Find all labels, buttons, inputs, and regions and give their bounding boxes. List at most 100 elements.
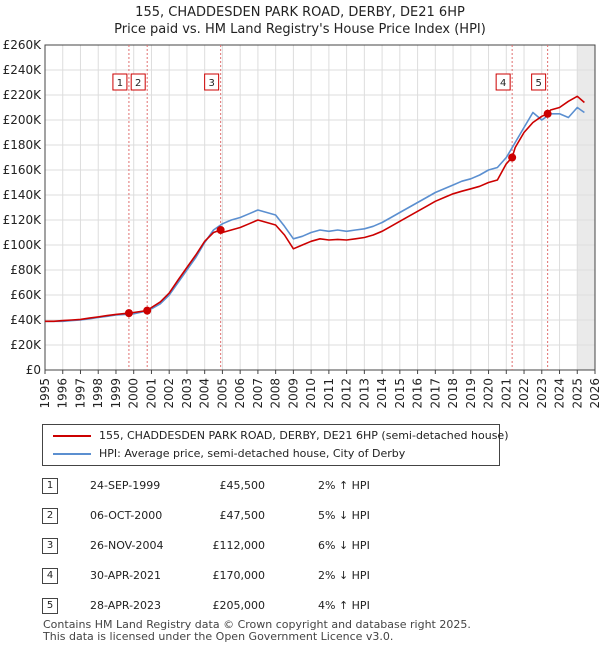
sale-price: £205,000 bbox=[212, 599, 266, 612]
y-tick-label: £120K bbox=[3, 213, 43, 227]
x-tick-label: 2002 bbox=[162, 378, 176, 409]
x-tick-label: 1999 bbox=[109, 378, 123, 409]
sale-row: 3 26-NOV-2004 £112,000 6% ↓ HPI bbox=[0, 535, 600, 557]
sale-row: 2 06-OCT-2000 £47,500 5% ↓ HPI bbox=[0, 505, 600, 527]
y-tick-label: £160K bbox=[3, 163, 43, 177]
x-tick-label: 2011 bbox=[322, 378, 336, 409]
sale-point bbox=[216, 226, 225, 234]
sale-price: £170,000 bbox=[212, 569, 266, 582]
sale-hpi-diff: 6% ↓ HPI bbox=[318, 539, 370, 552]
sale-price: £45,500 bbox=[219, 479, 266, 492]
sale-number: 4 bbox=[42, 568, 58, 584]
x-tick-label: 2000 bbox=[127, 378, 141, 409]
sale-number: 5 bbox=[42, 598, 58, 614]
sale-date: 24-SEP-1999 bbox=[90, 479, 161, 492]
sale-number: 3 bbox=[42, 538, 58, 554]
y-tick-label: £60K bbox=[10, 288, 42, 302]
chart-title: 155, CHADDESDEN PARK ROAD, DERBY, DE21 6… bbox=[135, 5, 465, 20]
y-tick-label: £100K bbox=[3, 238, 43, 252]
sale-date: 30-APR-2021 bbox=[90, 569, 162, 582]
x-tick-label: 2024 bbox=[553, 378, 567, 409]
plot-frame bbox=[44, 44, 596, 371]
legend-swatch-hpi bbox=[53, 453, 91, 455]
y-tick-label: £20K bbox=[10, 338, 42, 352]
sale-marker-number: 2 bbox=[135, 78, 141, 89]
legend-swatch-property bbox=[53, 435, 91, 437]
sale-price: £47,500 bbox=[219, 509, 266, 522]
sale-row: 4 30-APR-2021 £170,000 2% ↓ HPI bbox=[0, 565, 600, 587]
sale-hpi-diff: 2% ↑ HPI bbox=[318, 479, 370, 492]
x-tick-label: 2023 bbox=[535, 378, 549, 409]
hpi-line bbox=[45, 106, 585, 323]
x-tick-label: 2010 bbox=[304, 378, 318, 409]
x-tick-label: 1995 bbox=[38, 378, 52, 409]
sale-number: 2 bbox=[42, 508, 58, 524]
sale-hpi-diff: 4% ↑ HPI bbox=[318, 599, 370, 612]
y-tick-label: £260K bbox=[3, 38, 43, 52]
sale-marker-box bbox=[130, 73, 146, 91]
footer-licence: This data is licensed under the Open Gov… bbox=[43, 630, 394, 643]
sale-date: 06-OCT-2000 bbox=[90, 509, 163, 522]
x-tick-label: 1996 bbox=[56, 378, 70, 409]
x-tick-label: 1997 bbox=[73, 378, 87, 409]
y-tick-label: £40K bbox=[10, 313, 42, 327]
x-tick-label: 1998 bbox=[91, 378, 105, 409]
x-tick-label: 2018 bbox=[446, 378, 460, 409]
legend-label-property: 155, CHADDESDEN PARK ROAD, DERBY, DE21 6… bbox=[99, 429, 509, 442]
y-tick-label: £200K bbox=[3, 113, 43, 127]
legend-item-hpi: HPI: Average price, semi-detached house,… bbox=[53, 445, 405, 463]
y-tick-label: £180K bbox=[3, 138, 43, 152]
sale-row: 1 24-SEP-1999 £45,500 2% ↑ HPI bbox=[0, 475, 600, 497]
sale-marker-number: 4 bbox=[500, 78, 506, 89]
sale-row: 5 28-APR-2023 £205,000 4% ↑ HPI bbox=[0, 595, 600, 617]
y-tick-label: £240K bbox=[3, 63, 43, 77]
sale-number: 1 bbox=[42, 478, 58, 494]
x-tick-label: 2021 bbox=[499, 378, 513, 409]
x-tick-label: 2003 bbox=[180, 378, 194, 409]
chart-subtitle: Price paid vs. HM Land Registry's House … bbox=[114, 22, 486, 37]
x-tick-label: 2007 bbox=[251, 378, 265, 409]
legend-label-hpi: HPI: Average price, semi-detached house,… bbox=[99, 447, 406, 460]
x-tick-label: 2001 bbox=[144, 378, 158, 409]
legend-item-property: 155, CHADDESDEN PARK ROAD, DERBY, DE21 6… bbox=[53, 427, 509, 445]
sale-marker-box bbox=[495, 73, 511, 91]
x-tick-label: 2004 bbox=[198, 378, 212, 409]
sale-marker-number: 3 bbox=[208, 78, 214, 89]
sale-hpi-diff: 5% ↓ HPI bbox=[318, 509, 370, 522]
x-tick-label: 2009 bbox=[286, 378, 300, 409]
x-tick-label: 2020 bbox=[482, 378, 496, 409]
property-price-line bbox=[45, 95, 585, 323]
x-tick-label: 2008 bbox=[269, 378, 283, 409]
x-tick-label: 2015 bbox=[393, 378, 407, 409]
x-tick-label: 2014 bbox=[375, 378, 389, 409]
sale-date: 26-NOV-2004 bbox=[90, 539, 164, 552]
sale-point bbox=[508, 153, 517, 162]
x-tick-label: 2017 bbox=[428, 378, 442, 409]
x-tick-label: 2019 bbox=[464, 378, 478, 409]
y-tick-label: £80K bbox=[10, 263, 42, 277]
sale-marker-number: 1 bbox=[117, 78, 123, 89]
sale-marker-box bbox=[112, 73, 128, 91]
sale-marker-box bbox=[531, 73, 547, 91]
x-tick-label: 2016 bbox=[411, 378, 425, 409]
x-tick-label: 2012 bbox=[340, 378, 354, 409]
x-tick-label: 2013 bbox=[357, 378, 371, 409]
x-tick-label: 2005 bbox=[215, 378, 229, 409]
x-tick-label: 2025 bbox=[570, 378, 584, 409]
footer-copyright: Contains HM Land Registry data © Crown c… bbox=[43, 618, 471, 631]
y-tick-label: £220K bbox=[3, 88, 43, 102]
x-tick-label: 2006 bbox=[233, 378, 247, 409]
sale-date: 28-APR-2023 bbox=[90, 599, 162, 612]
y-tick-label: £140K bbox=[3, 188, 43, 202]
sale-price: £112,000 bbox=[212, 539, 266, 552]
sale-hpi-diff: 2% ↓ HPI bbox=[318, 569, 370, 582]
sale-point bbox=[543, 109, 552, 118]
price-chart: £0 £20K £40K £60K £80K £100K £120K £140K £160K £1… bbox=[3, 38, 600, 409]
y-tick-label: £0 bbox=[26, 363, 41, 377]
x-tick-label: 2026 bbox=[588, 378, 600, 409]
sale-marker-box bbox=[204, 73, 220, 91]
future-shade bbox=[577, 45, 595, 370]
sale-point bbox=[124, 309, 133, 318]
sale-point bbox=[143, 306, 152, 315]
x-tick-label: 2022 bbox=[517, 378, 531, 409]
